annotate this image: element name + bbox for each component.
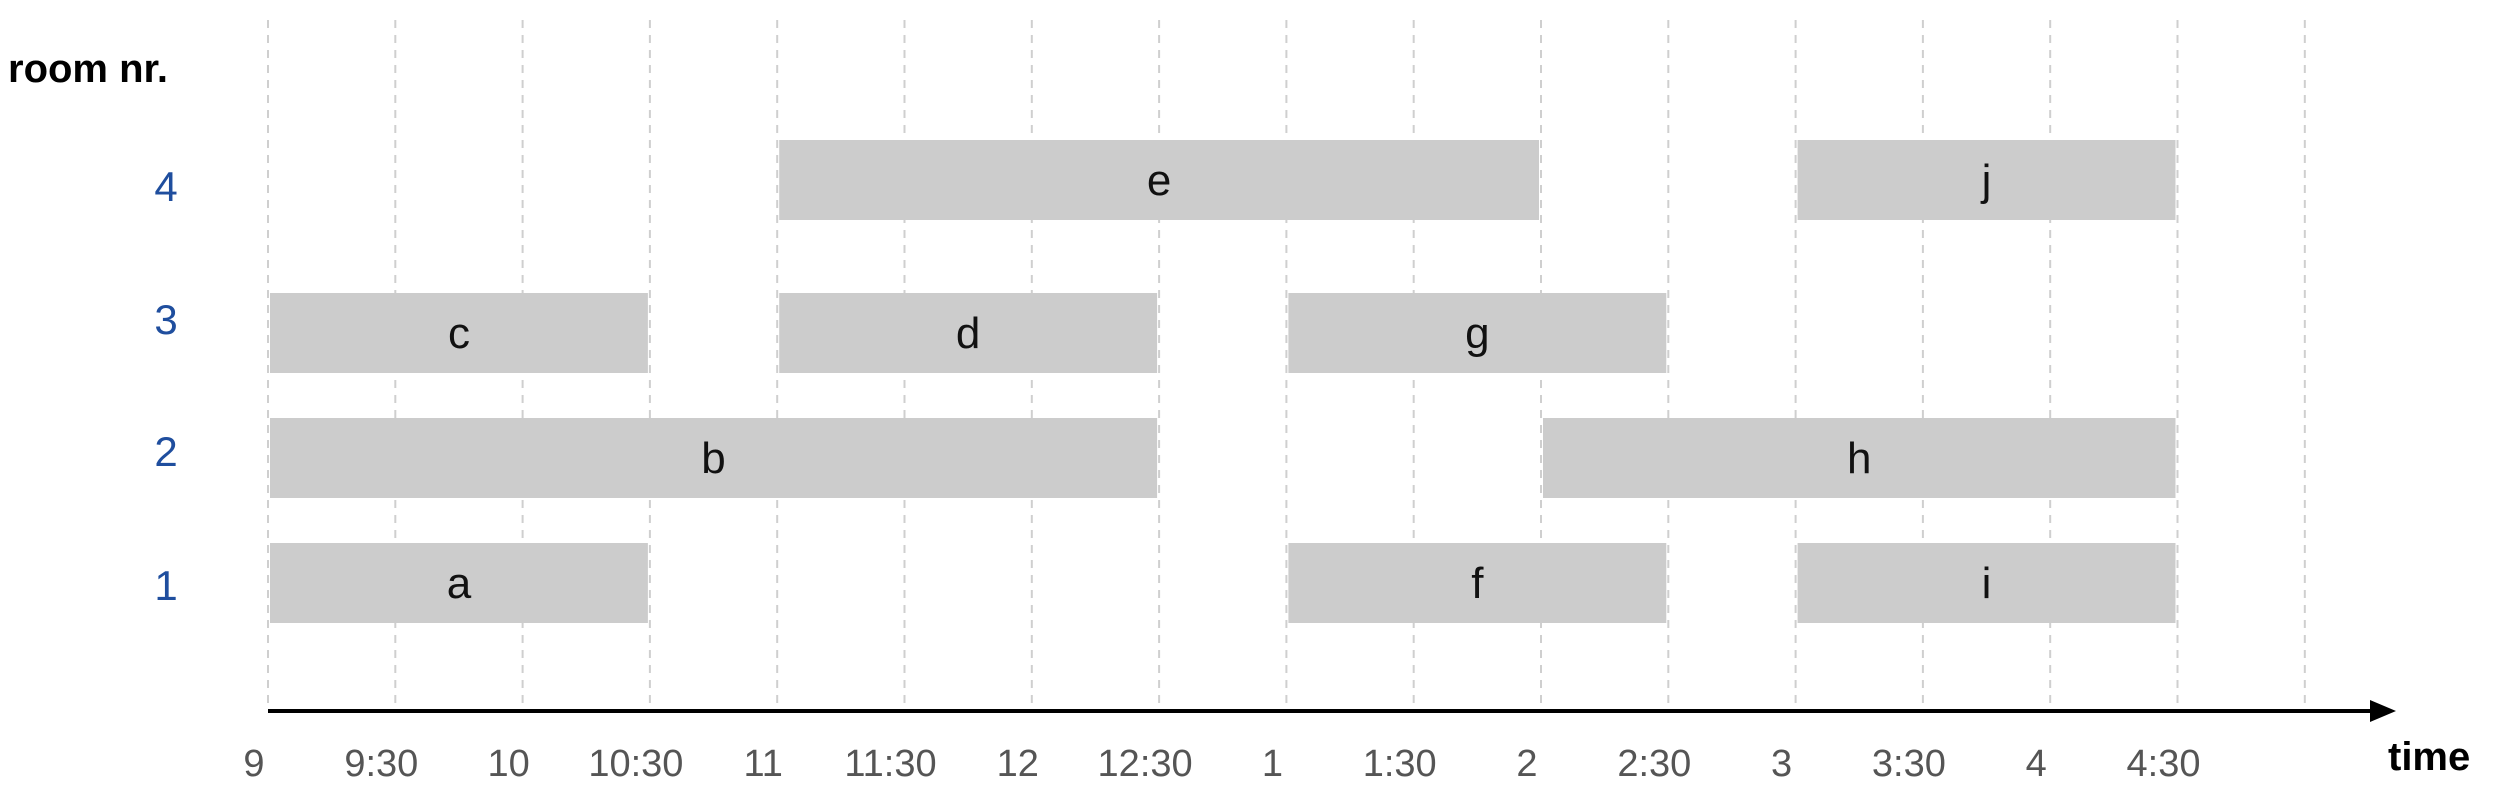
room-label: 1 [154, 562, 177, 609]
interval-bar-e [779, 140, 1539, 220]
y-axis-title: room nr. [8, 47, 168, 91]
time-tick-label: 9 [243, 743, 264, 785]
interval-bar-j [1797, 140, 2176, 220]
interval-label-j: j [1980, 156, 1992, 205]
interval-bar-h [1543, 418, 2176, 498]
interval-bars: a b c d e f g h i j [270, 140, 2176, 623]
interval-label-g: g [1465, 309, 1489, 358]
time-tick-label: 3:30 [1872, 743, 1946, 785]
interval-bar-g [1288, 293, 1667, 373]
interval-bar-b [270, 418, 1158, 498]
time-tick-label: 4:30 [2127, 743, 2201, 785]
interval-label-f: f [1471, 559, 1484, 608]
interval-label-c: c [448, 309, 470, 358]
time-tick-label: 2 [1516, 743, 1537, 785]
room-number-labels: 1 2 3 4 [154, 163, 177, 609]
time-tick-label: 9:30 [344, 743, 418, 785]
time-tick-label: 12 [997, 743, 1039, 785]
time-tick-label: 1:30 [1363, 743, 1437, 785]
interval-bar-d [779, 293, 1158, 373]
interval-label-a: a [447, 559, 472, 608]
time-tick-label: 4 [2026, 743, 2047, 785]
interval-bar-i [1797, 543, 2176, 623]
interval-bar-a [270, 543, 648, 623]
room-label: 2 [154, 428, 177, 475]
time-tick-label: 12:30 [1098, 743, 1193, 785]
time-tick-label: 3 [1771, 743, 1792, 785]
time-axis [268, 700, 2396, 722]
x-axis-title: time [2388, 735, 2470, 779]
time-tick-label: 10:30 [588, 743, 683, 785]
interval-label-i: i [1982, 559, 1992, 608]
time-tick-label: 1 [1262, 743, 1283, 785]
room-label: 3 [154, 296, 177, 343]
time-tick-labels: 9 9:30 10 10:30 11 11:30 12 12:30 1 1:30 2 2:30 3 3:3… [243, 743, 2200, 785]
interval-label-b: b [701, 434, 725, 483]
time-tick-label: 11 [743, 743, 782, 785]
interval-bar-c [270, 293, 648, 373]
time-tick-label: 11:30 [844, 743, 936, 785]
interval-label-h: h [1847, 434, 1871, 483]
time-tick-label: 10 [487, 743, 529, 785]
interval-label-e: e [1147, 156, 1171, 205]
time-axis-arrow-icon [2370, 700, 2396, 722]
interval-bar-f [1288, 543, 1667, 623]
room-label: 4 [154, 163, 177, 210]
time-tick-label: 2:30 [1617, 743, 1691, 785]
interval-label-d: d [956, 309, 980, 358]
